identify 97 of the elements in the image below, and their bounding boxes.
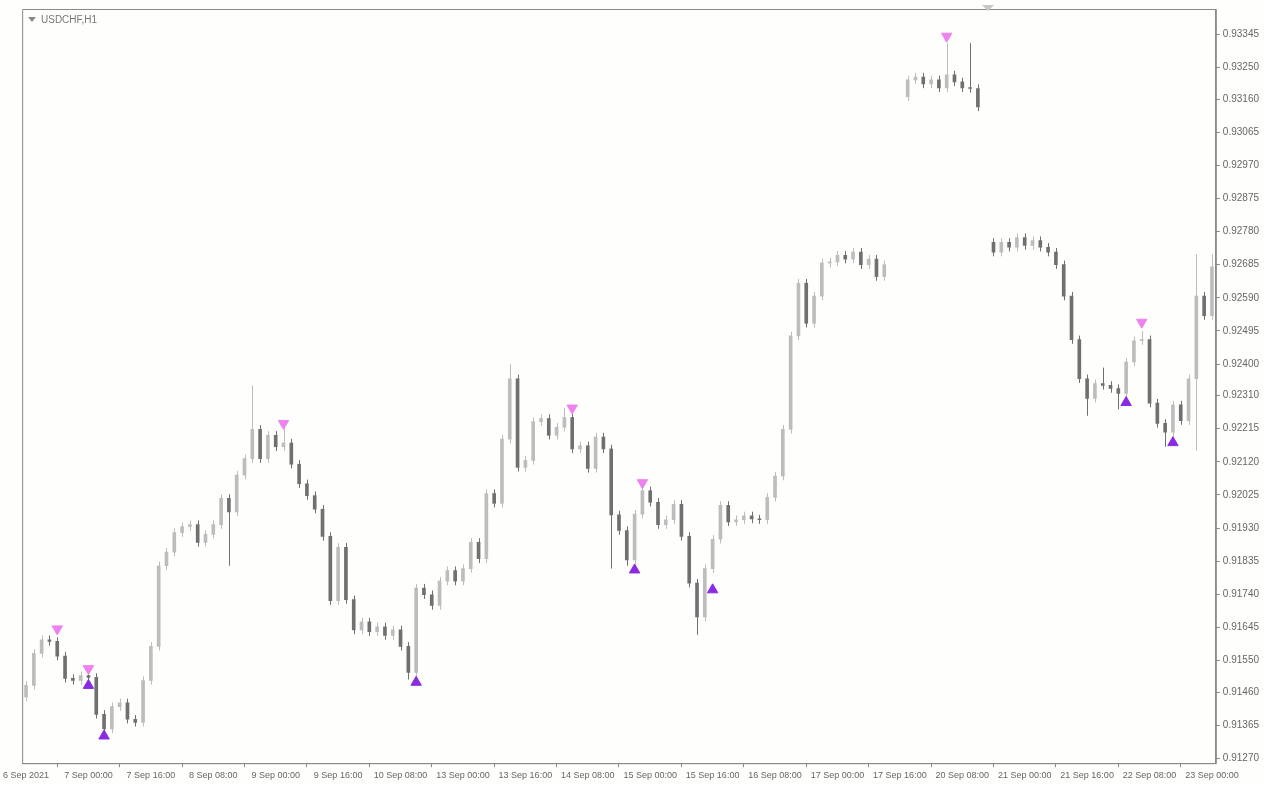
x-tick-label: 16 Sep 08:00 (748, 770, 802, 781)
candlestick (976, 83, 980, 112)
x-tick-label: 13 Sep 00:00 (436, 770, 490, 781)
candlestick (305, 479, 309, 501)
candlestick (1015, 232, 1019, 252)
candlestick (227, 493, 231, 567)
y-tick-label: 0.91270 (1222, 752, 1260, 764)
candlestick (765, 492, 770, 525)
y-tick-label: 0.92780 (1222, 225, 1260, 237)
candlestick (1054, 247, 1058, 270)
candlestick (617, 510, 621, 536)
x-tick-label: 15 Sep 16:00 (685, 770, 740, 781)
x-tick-label: 10 Sep 08:00 (373, 770, 428, 781)
y-tick-label: 0.92120 (1222, 455, 1260, 467)
candlestick (648, 486, 653, 507)
y-tick-label: 0.91550 (1222, 654, 1260, 666)
candlestick (546, 413, 551, 440)
candlestick (289, 438, 294, 469)
x-tick-label: 20 Sep 08:00 (935, 770, 990, 781)
x-tick-label: 9 Sep 16:00 (313, 770, 363, 781)
y-tick-label: 0.92970 (1222, 159, 1260, 171)
y-tick-label: 0.93065 (1222, 125, 1260, 137)
candlestick (312, 490, 317, 514)
x-tick-label: 15 Sep 00:00 (623, 770, 677, 781)
y-tick-label: 0.91365 (1222, 718, 1260, 730)
candlestick (273, 430, 278, 452)
y-tick-label: 0.92400 (1222, 357, 1260, 369)
candlestick (882, 260, 887, 282)
y-tick-label: 0.91460 (1222, 685, 1260, 697)
point (628, 563, 641, 574)
candlestick (429, 590, 434, 611)
x-tick-label: 17 Sep 00:00 (810, 770, 865, 781)
candlestick (968, 42, 972, 94)
point (1167, 436, 1179, 447)
x-tick-label: 21 Sep 16:00 (1060, 770, 1114, 781)
point (940, 32, 953, 43)
x-tick-label: 14 Sep 08:00 (561, 770, 615, 781)
x-tick-label: 22 Sep 08:00 (1122, 770, 1177, 781)
y-tick-label: 0.91835 (1222, 554, 1260, 566)
candlestick (1178, 400, 1183, 426)
candlestick (211, 519, 216, 540)
candlestick (1100, 367, 1105, 391)
candlestick (1202, 291, 1206, 321)
point (98, 729, 110, 740)
candlestick (944, 42, 949, 93)
candlestick (24, 680, 28, 702)
y-tick-label: 0.91645 (1222, 621, 1260, 633)
candlestick (905, 75, 910, 102)
candlestick (492, 488, 496, 508)
candlestick (1116, 383, 1121, 410)
candlestick (1093, 378, 1097, 403)
y-tick-label: 0.92875 (1222, 192, 1260, 204)
y-tick-label: 0.93160 (1222, 92, 1260, 104)
candlestick (773, 471, 777, 503)
x-tick-label: 13 Sep 16:00 (498, 770, 553, 781)
candlestick (726, 500, 731, 527)
point (566, 404, 578, 415)
x-tick-label: 7 Sep 16:00 (126, 770, 176, 781)
y-tick-label: 0.93250 (1222, 61, 1260, 73)
point (277, 419, 290, 430)
y-tick-label: 0.92215 (1222, 422, 1260, 434)
candlestick (297, 459, 301, 489)
candlestick (453, 565, 457, 586)
candlestick (55, 636, 60, 661)
candlestick (999, 237, 1004, 257)
y-tick-label: 0.92495 (1222, 324, 1260, 336)
y-tick-label: 0.93345 (1222, 28, 1260, 40)
y-tick-label: 0.91930 (1222, 521, 1260, 533)
x-tick-label: 6 Sep 2021 (3, 770, 50, 781)
point (410, 675, 422, 686)
candlestick (1132, 336, 1136, 367)
x-tick-label: 9 Sep 00:00 (251, 770, 300, 781)
x-tick-label: 8 Sep 08:00 (189, 770, 238, 781)
y-tick-label: 0.92310 (1222, 389, 1260, 401)
y-tick-label: 0.91740 (1222, 588, 1260, 600)
point (82, 678, 95, 689)
candlestick (461, 563, 465, 586)
candlestick (110, 702, 114, 734)
candlestick (585, 441, 590, 474)
candlestick (172, 527, 177, 557)
text: USDCHF,H1 (41, 14, 98, 25)
candlestick (1163, 418, 1167, 448)
point (706, 583, 719, 594)
y-tick-label: 0.92590 (1222, 291, 1260, 303)
point (1136, 318, 1148, 329)
x-tick-label: 21 Sep 00:00 (997, 770, 1052, 781)
candlestick (859, 247, 863, 270)
candlestick (63, 651, 67, 684)
y-tick-label: 0.92685 (1222, 258, 1260, 270)
candlestick (195, 519, 200, 548)
x-tick-label: 17 Sep 16:00 (873, 770, 927, 781)
candlestick (656, 497, 660, 530)
x-tick-label: 7 Sep 00:00 (64, 770, 113, 781)
y-tick-label: 0.92025 (1222, 488, 1260, 500)
candlestick (1085, 374, 1089, 417)
point (1120, 396, 1132, 406)
x-tick-label: 23 Sep 00:00 (1185, 770, 1239, 781)
